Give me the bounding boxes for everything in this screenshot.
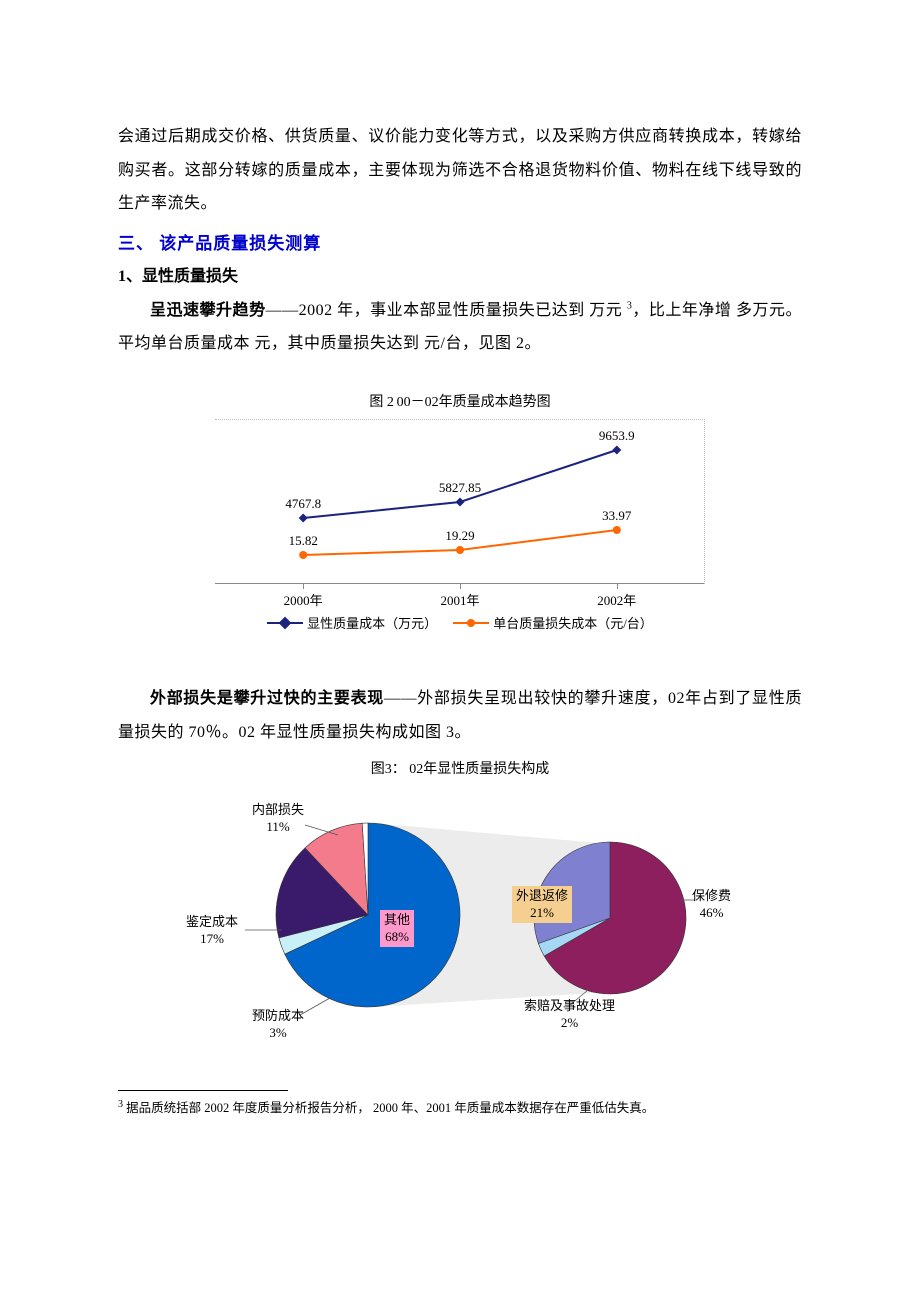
line-chart-legend: 显性质量成本（万元） 单台质量损失成本（元/台）: [215, 612, 705, 633]
paragraph-1: 呈迅速攀升趋势——2002 年，事业本部显性质量损失已达到 万元 3，比上年净增…: [118, 294, 802, 361]
pie-slice-label: 保修费46%: [692, 888, 731, 922]
legend-label: 显性质量成本（万元）: [307, 613, 437, 632]
line-chart: 4767.8 5827.85 9653.9 15.82 19.29 33.97 2000年…: [215, 419, 705, 633]
footnote-3: 3 据品质统括部 2002 年度质量分析报告分析， 2000 年、2001 年质…: [118, 1097, 802, 1118]
paragraph-2: 外部损失是攀升过快的主要表现——外部损失呈现出较快的攀升速度，02年占到了显性质…: [118, 682, 802, 749]
legend-item: 显性质量成本（万元）: [267, 613, 437, 632]
x-axis-label: 2001年: [440, 590, 479, 609]
pie-chart: 内部损失11%鉴定成本17%预防成本3%保修费46%索赔及事故处理2%其他68%…: [190, 790, 730, 1050]
pie-slice-label: 预防成本3%: [252, 1008, 304, 1042]
data-label: 5827.85: [439, 480, 481, 496]
circle-marker-icon: [467, 619, 475, 627]
line-chart-title: 图 2 00－02年质量成本趋势图: [118, 391, 802, 411]
data-label: 4767.8: [285, 496, 321, 512]
legend-label: 单台质量损失成本（元/台）: [493, 613, 653, 632]
footnote-rule: [118, 1090, 288, 1091]
legend-item: 单台质量损失成本（元/台）: [453, 613, 653, 632]
pie-slice-label: 索赔及事故处理2%: [524, 998, 615, 1032]
data-label: 19.29: [445, 528, 474, 544]
x-axis-label: 2002年: [597, 590, 636, 609]
p1-text-a: ——2002 年，事业本部显性质量损失已达到 万元: [266, 302, 627, 319]
pie-center-badge: 其他68%: [380, 910, 414, 948]
pie-slice-label: 鉴定成本17%: [186, 914, 238, 948]
diamond-marker-icon: [279, 617, 292, 630]
footnote-text: 据品质统括部 2002 年度质量分析报告分析， 2000 年、2001 年质量成…: [123, 1101, 654, 1115]
pie-chart-title: 图3： 02年显性质量损失构成: [118, 758, 802, 778]
sub-heading-1: 1、显性质量损失: [118, 262, 802, 286]
data-label: 9653.9: [599, 428, 635, 444]
p1-bold: 呈迅速攀升趋势: [150, 302, 266, 319]
x-axis-label: 2000年: [284, 590, 323, 609]
section-heading: 三、 该产品质量损失测算: [118, 229, 802, 254]
data-label: 33.97: [602, 508, 631, 524]
pie-slice-label: 内部损失11%: [252, 802, 304, 836]
data-label: 15.82: [289, 533, 318, 549]
pie-ext-badge: 外退返修21%: [512, 886, 572, 924]
x-axis-labels: 2000年 2001年 2002年: [215, 584, 705, 606]
p2-bold: 外部损失是攀升过快的主要表现: [150, 690, 384, 707]
line-chart-plot: 4767.8 5827.85 9653.9 15.82 19.29 33.97: [215, 419, 705, 584]
intro-paragraph: 会通过后期成交价格、供货质量、议价能力变化等方式，以及采购方供应商转换成本，转嫁…: [118, 120, 802, 221]
